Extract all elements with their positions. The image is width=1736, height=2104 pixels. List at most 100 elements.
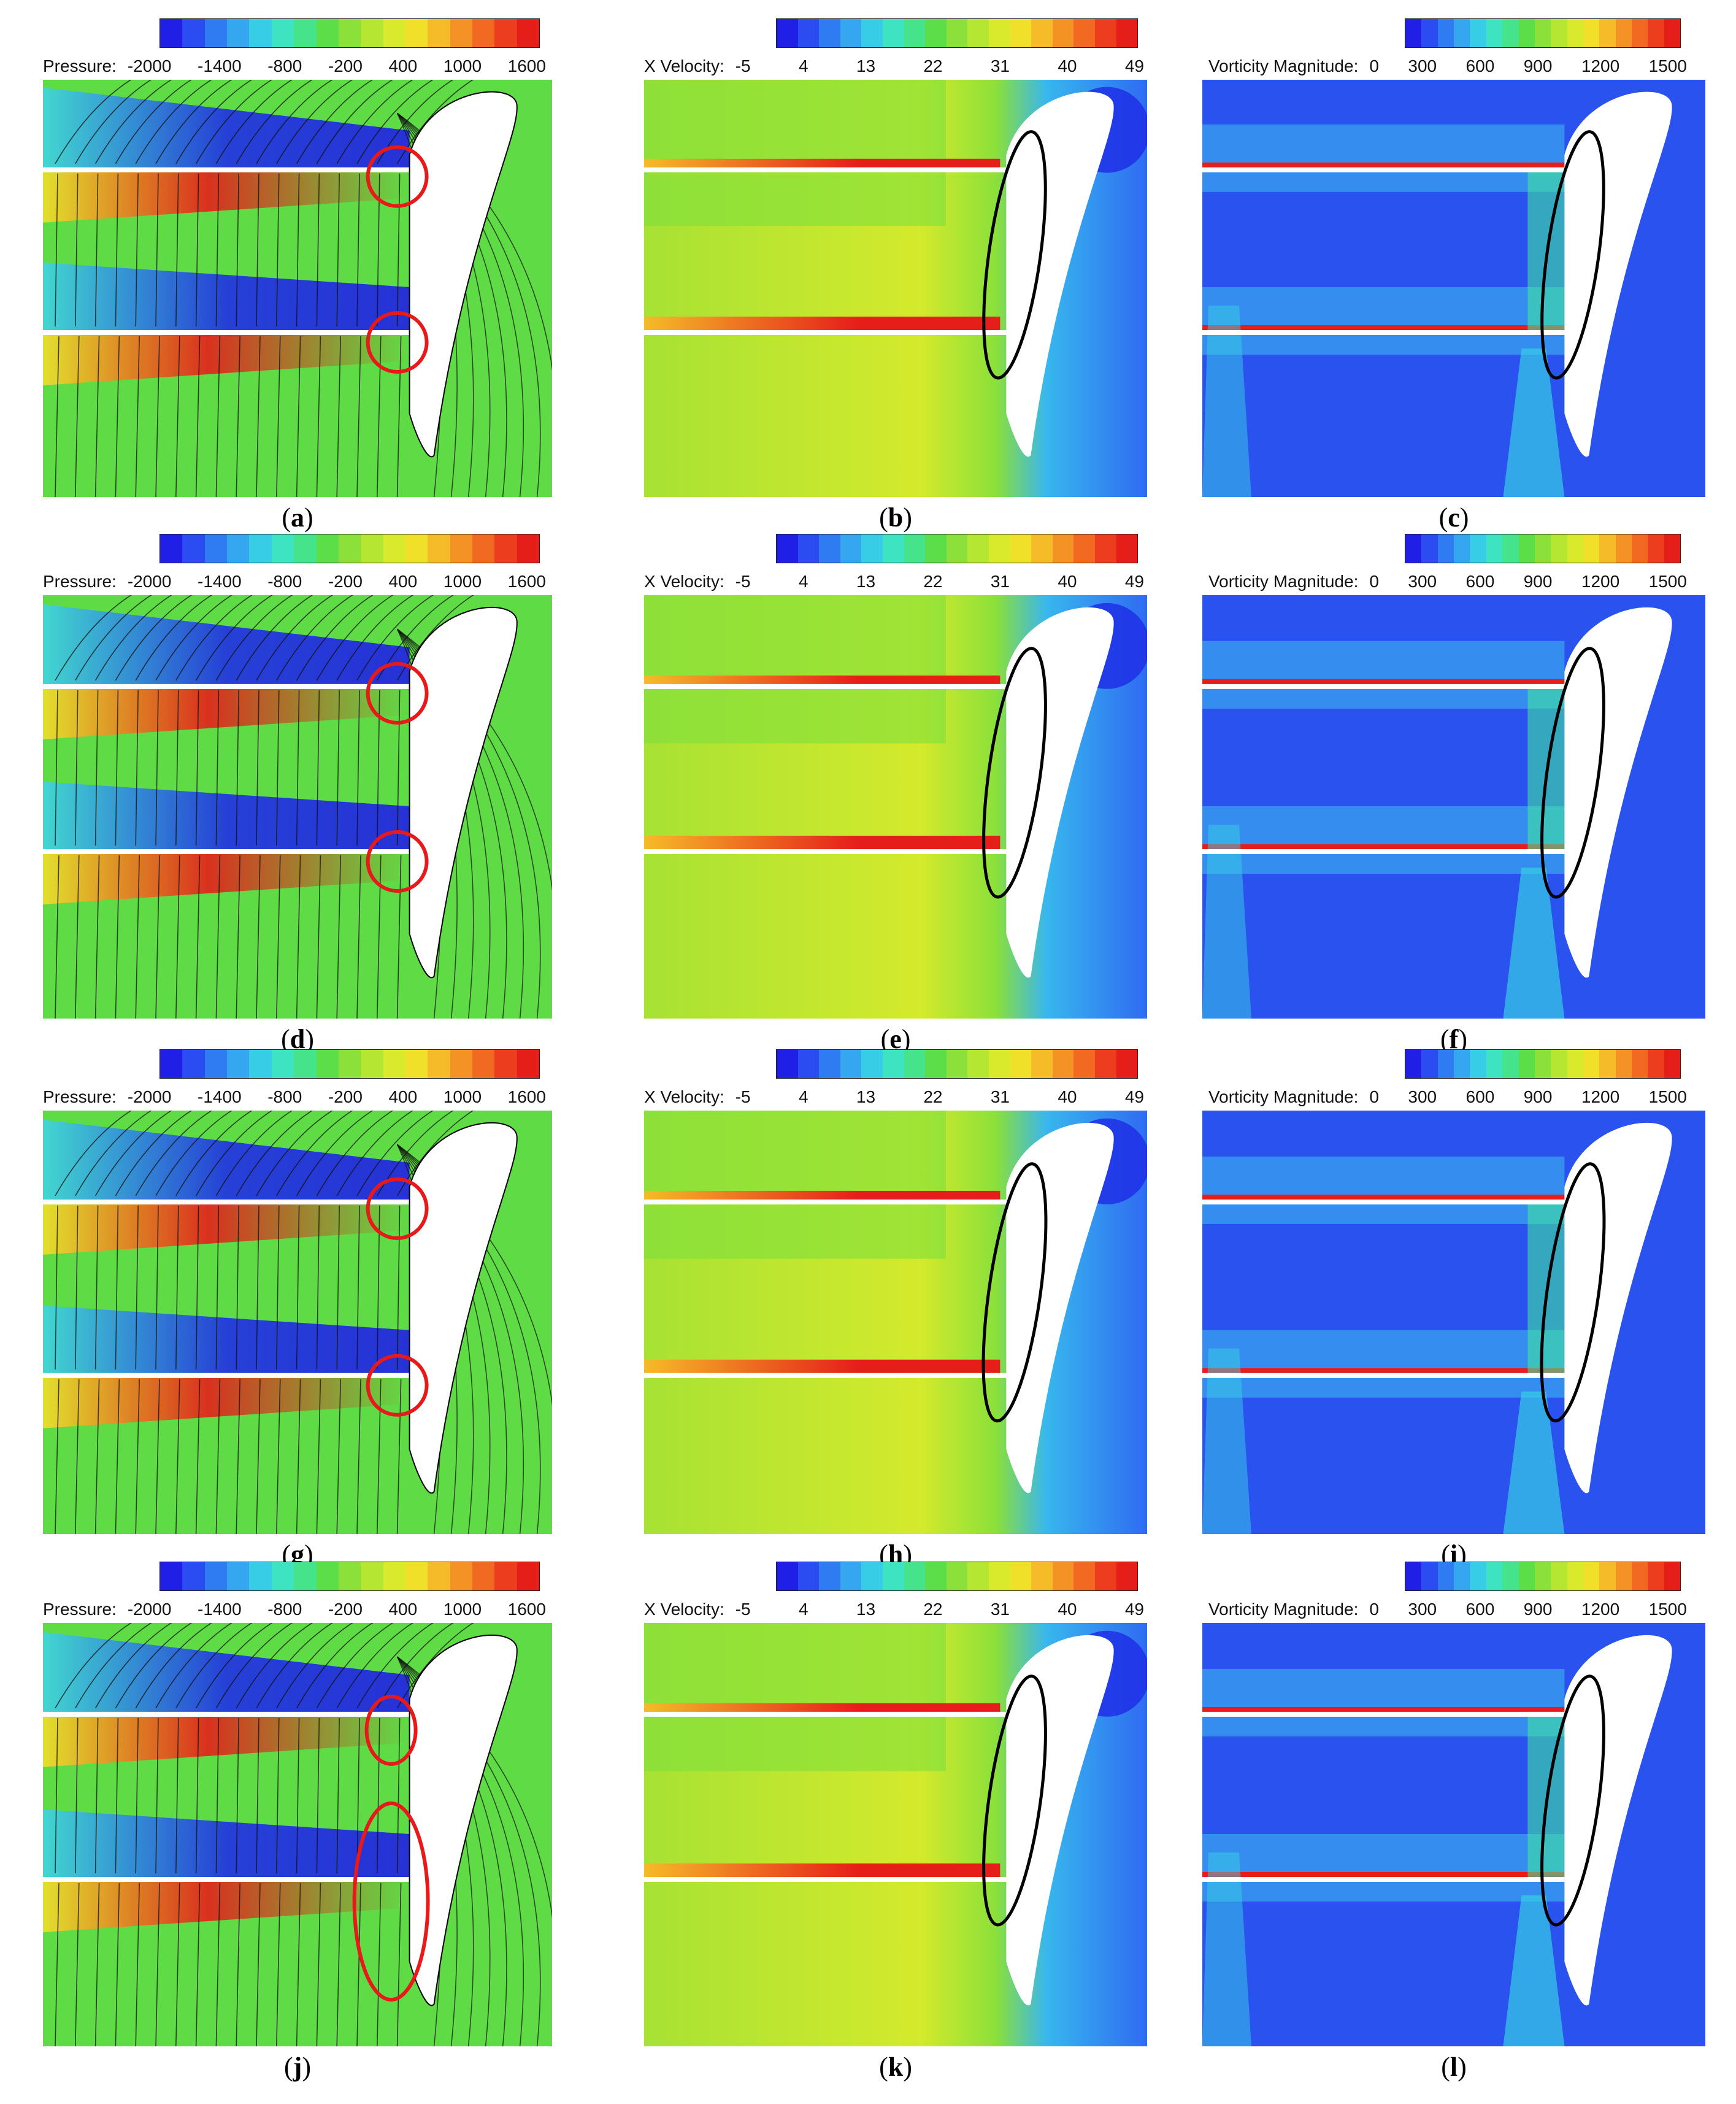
colorbar-l (1405, 1562, 1681, 1591)
panel-caption-j: (j) (236, 2051, 359, 2083)
legend-ticks: -2000 -1400 -800 -200 400 1000 1600 (128, 56, 546, 76)
colorbar-swatch (1615, 534, 1632, 563)
tick-label: 600 (1465, 1600, 1495, 1619)
colorbar-swatch (861, 534, 883, 563)
colorbar-swatch (777, 534, 798, 563)
contour-field-g (43, 1111, 552, 1534)
legend-ticks: -5 4 13 22 31 40 49 (735, 572, 1144, 592)
caption-letter: f (1449, 1024, 1459, 1054)
colorbar-swatch (1010, 1562, 1032, 1590)
field-svg (1202, 595, 1705, 1019)
colorbar-swatch (1405, 19, 1422, 47)
colorbar-swatch (797, 1562, 820, 1590)
field-svg (644, 1623, 1147, 2046)
colorbar-swatch (967, 1562, 989, 1590)
colorbar-swatch (1615, 1050, 1632, 1078)
tick-label: 4 (798, 56, 808, 75)
colorbar-swatch (1567, 19, 1583, 47)
tick-label: 31 (990, 1087, 1010, 1106)
colorbar-swatch (1405, 534, 1422, 563)
colorbar-swatch (1052, 19, 1074, 47)
tick-label: 0 (1369, 1087, 1379, 1106)
caption-paren: ) (1458, 1024, 1467, 1054)
tick-label: -1400 (198, 1600, 242, 1619)
colorbar-swatch (1094, 19, 1116, 47)
panel-caption-e: (e) (834, 1023, 957, 1055)
colorbar-c (1405, 18, 1681, 48)
colorbar-e (776, 534, 1138, 563)
colorbar-swatch (1470, 1050, 1486, 1078)
colorbar-swatch (1421, 1050, 1438, 1078)
legend-ticks: -2000 -1400 -800 -200 400 1000 1600 (128, 1087, 546, 1107)
colorbar-swatch (1031, 1050, 1053, 1078)
annotation-ellipse (366, 1354, 429, 1417)
colorbar-swatch (882, 19, 904, 47)
colorbar-swatch (1454, 1050, 1470, 1078)
colorbar-swatch (1583, 534, 1600, 563)
colorbar-swatch (204, 534, 228, 563)
contour-field-d (43, 595, 552, 1019)
tick-label: -200 (328, 1600, 363, 1619)
colorbar-swatch (882, 1562, 904, 1590)
tick-label: 600 (1465, 572, 1495, 591)
colorbar-swatch (472, 1050, 495, 1078)
colorbar-swatch (1648, 534, 1664, 563)
colorbar-swatch (1502, 1050, 1519, 1078)
colorbar-swatch (1583, 19, 1600, 47)
legend-ticks: -5 4 13 22 31 40 49 (735, 56, 1144, 76)
colorbar-swatch (1648, 1050, 1664, 1078)
caption-letter: c (1448, 503, 1460, 533)
colorbar-swatch (1567, 534, 1583, 563)
colorbar-swatch (428, 19, 450, 47)
tick-label: -200 (328, 1087, 363, 1106)
legend-b: X Velocity: -5 4 13 22 31 40 49 (644, 55, 1144, 77)
colorbar-swatch (1583, 1050, 1600, 1078)
colorbar-swatch (249, 534, 272, 563)
legend-ticks: -5 4 13 22 31 40 49 (735, 1600, 1144, 1619)
caption-paren: ( (880, 1024, 890, 1054)
colorbar-swatch (840, 1562, 862, 1590)
caption-paren: ) (901, 1024, 911, 1054)
tick-label: -200 (328, 56, 363, 75)
legend-label: Vorticity Magnitude: (1208, 56, 1359, 75)
colorbar-i (1405, 1049, 1681, 1079)
tick-label: 22 (923, 1087, 943, 1106)
legend-label: Pressure: (43, 572, 117, 591)
colorbar-swatch (840, 534, 862, 563)
colorbar-swatch (517, 1562, 540, 1590)
colorbar-swatch (1421, 19, 1438, 47)
colorbar-swatch (227, 1050, 250, 1078)
colorbar-swatch (840, 19, 862, 47)
annotation-ellipse (1540, 647, 1605, 899)
tick-label: 13 (856, 1600, 876, 1619)
colorbar-swatch (1534, 1050, 1551, 1078)
tick-label: 40 (1058, 1600, 1077, 1619)
annotation-ellipse (1540, 1674, 1605, 1927)
annotation-ellipse (364, 1694, 418, 1766)
annotation-ellipse (366, 830, 429, 893)
colorbar-swatch (450, 19, 473, 47)
annotation-ellipse (982, 647, 1047, 899)
legend-l: Vorticity Magnitude: 0 300 600 900 1200 1500 (1208, 1598, 1687, 1620)
tick-label: 0 (1369, 572, 1379, 591)
tick-label: 4 (798, 1087, 808, 1106)
caption-paren: ) (302, 2052, 311, 2082)
colorbar-swatch (1073, 534, 1095, 563)
annotation-ellipse (981, 1162, 1048, 1423)
tick-label: -800 (267, 1087, 302, 1106)
tick-label: 1500 (1648, 1087, 1687, 1106)
colorbar-swatch (946, 1562, 968, 1590)
colorbar-swatch (861, 19, 883, 47)
colorbar-swatch (1534, 19, 1551, 47)
colorbar-swatch (1615, 1562, 1632, 1590)
colorbar-swatch (1094, 1050, 1116, 1078)
contour-field-k (644, 1623, 1147, 2046)
colorbar-swatch (1599, 1050, 1616, 1078)
colorbar-swatch (777, 1050, 798, 1078)
colorbar-swatch (777, 1562, 798, 1590)
tick-label: 1200 (1581, 572, 1620, 591)
colorbar-swatch (777, 19, 798, 47)
colorbar-swatch (1437, 19, 1454, 47)
tick-label: 1600 (507, 572, 546, 591)
colorbar-swatch (271, 19, 294, 47)
